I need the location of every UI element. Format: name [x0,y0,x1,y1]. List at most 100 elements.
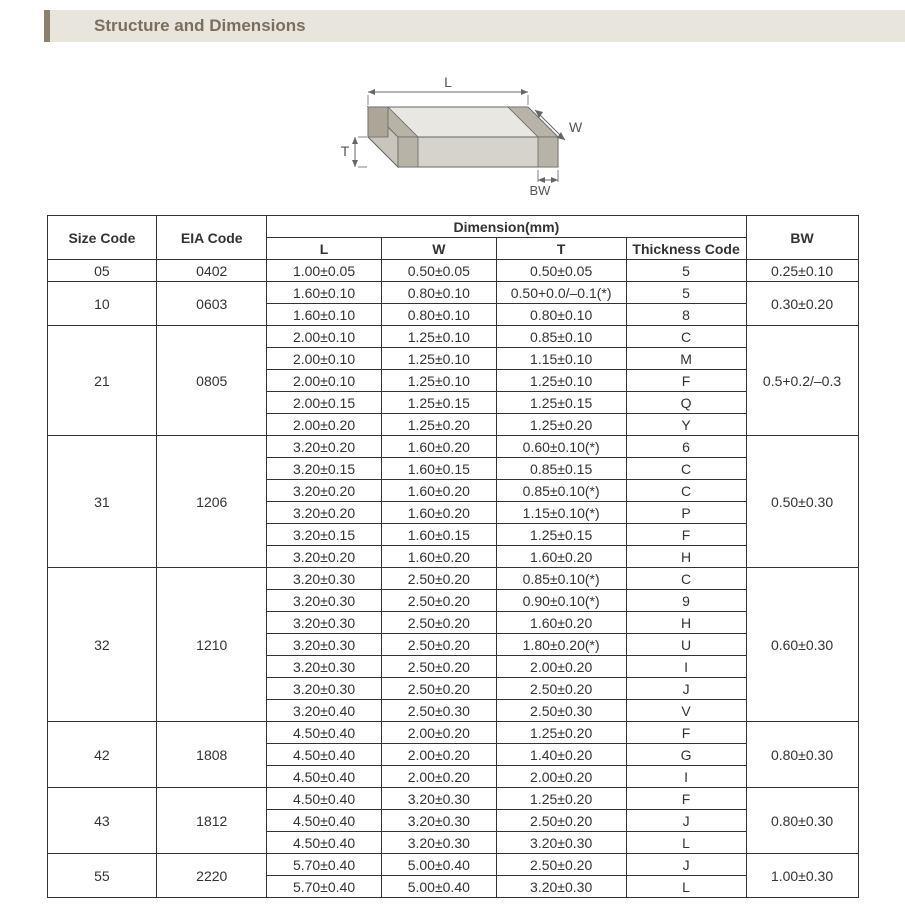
table-row: 5522205.70±0.405.00±0.402.50±0.20J1.00±0… [47,854,858,876]
cell-bw: 1.00±0.30 [746,854,858,898]
cell-w: 5.00±0.40 [381,854,496,876]
cell-t: 2.50±0.30 [496,700,626,722]
cell-tc: 5 [626,282,746,304]
cell-t: 1.60±0.20 [496,612,626,634]
cell-w: 1.25±0.10 [381,370,496,392]
cell-w: 1.60±0.20 [381,436,496,458]
cell-l: 4.50±0.40 [267,722,382,744]
cell-eia-code: 0402 [157,260,267,282]
th-dimension: Dimension(mm) [267,216,746,238]
cell-l: 2.00±0.10 [267,370,382,392]
cell-tc: I [626,766,746,788]
cell-l: 4.50±0.40 [267,810,382,832]
cell-tc: V [626,700,746,722]
cell-t: 1.25±0.20 [496,788,626,810]
cell-tc: 9 [626,590,746,612]
cell-t: 1.80±0.20(*) [496,634,626,656]
cell-eia-code: 1812 [157,788,267,854]
cell-tc: I [626,656,746,678]
cell-l: 4.50±0.40 [267,832,382,854]
cell-w: 3.20±0.30 [381,832,496,854]
cell-w: 1.60±0.20 [381,480,496,502]
cell-w: 2.50±0.30 [381,700,496,722]
table-row: 3112063.20±0.201.60±0.200.60±0.10(*)60.5… [47,436,858,458]
cell-size-code: 10 [47,282,157,326]
cell-l: 2.00±0.10 [267,326,382,348]
cell-l: 3.20±0.30 [267,634,382,656]
cell-bw: 0.25±0.10 [746,260,858,282]
cell-tc: F [626,722,746,744]
cell-tc: F [626,788,746,810]
cell-t: 1.25±0.20 [496,722,626,744]
cell-l: 4.50±0.40 [267,744,382,766]
cell-w: 1.60±0.20 [381,546,496,568]
dimension-diagram: L T W BW [0,52,905,207]
th-bw: BW [746,216,858,260]
cell-tc: C [626,480,746,502]
cell-t: 0.85±0.15 [496,458,626,480]
cell-l: 3.20±0.20 [267,480,382,502]
cell-t: 3.20±0.30 [496,832,626,854]
cell-w: 2.00±0.20 [381,722,496,744]
cell-tc: L [626,876,746,898]
cell-t: 2.50±0.20 [496,854,626,876]
cell-w: 1.25±0.10 [381,348,496,370]
cell-eia-code: 2220 [157,854,267,898]
cell-t: 1.15±0.10 [496,348,626,370]
cell-t: 1.25±0.20 [496,414,626,436]
cell-w: 0.50±0.05 [381,260,496,282]
cell-tc: Q [626,392,746,414]
cell-l: 4.50±0.40 [267,788,382,810]
cell-tc: H [626,546,746,568]
cell-l: 3.20±0.30 [267,590,382,612]
cell-w: 1.60±0.15 [381,524,496,546]
th-eia-code: EIA Code [157,216,267,260]
cell-t: 2.50±0.20 [496,678,626,700]
section-header: Structure and Dimensions [44,10,905,42]
cell-t: 1.60±0.20 [496,546,626,568]
cell-tc: J [626,854,746,876]
cell-w: 3.20±0.30 [381,810,496,832]
cell-tc: 6 [626,436,746,458]
cell-tc: F [626,370,746,392]
cell-size-code: 21 [47,326,157,436]
cell-eia-code: 0805 [157,326,267,436]
cell-w: 2.50±0.20 [381,590,496,612]
cell-eia-code: 1210 [157,568,267,722]
th-l: L [267,238,382,260]
cell-w: 2.50±0.20 [381,612,496,634]
cell-l: 1.00±0.05 [267,260,382,282]
section-title: Structure and Dimensions [94,16,306,35]
cell-t: 0.50+0.0/–0.1(*) [496,282,626,304]
cell-t: 1.15±0.10(*) [496,502,626,524]
cell-size-code: 42 [47,722,157,788]
cell-w: 1.25±0.10 [381,326,496,348]
cell-t: 1.25±0.10 [496,370,626,392]
table-row: 4218084.50±0.402.00±0.201.25±0.20F0.80±0… [47,722,858,744]
cell-l: 1.60±0.10 [267,282,382,304]
cell-w: 5.00±0.40 [381,876,496,898]
chip-diagram-svg: L T W BW [323,52,583,202]
cell-l: 5.70±0.40 [267,876,382,898]
cell-l: 3.20±0.20 [267,436,382,458]
cell-l: 3.20±0.15 [267,458,382,480]
th-size-code: Size Code [47,216,157,260]
cell-bw: 0.30±0.20 [746,282,858,326]
cell-t: 0.60±0.10(*) [496,436,626,458]
cell-t: 0.50±0.05 [496,260,626,282]
cell-l: 3.20±0.30 [267,612,382,634]
cell-w: 3.20±0.30 [381,788,496,810]
cell-l: 3.20±0.20 [267,502,382,524]
cell-l: 3.20±0.30 [267,656,382,678]
cell-w: 1.60±0.20 [381,502,496,524]
cell-tc: Y [626,414,746,436]
cell-tc: C [626,458,746,480]
diagram-label-l: L [444,74,452,90]
cell-l: 2.00±0.10 [267,348,382,370]
cell-l: 2.00±0.20 [267,414,382,436]
cell-w: 2.00±0.20 [381,766,496,788]
cell-w: 2.50±0.20 [381,678,496,700]
cell-l: 3.20±0.15 [267,524,382,546]
cell-bw: 0.60±0.30 [746,568,858,722]
cell-bw: 0.50±0.30 [746,436,858,568]
